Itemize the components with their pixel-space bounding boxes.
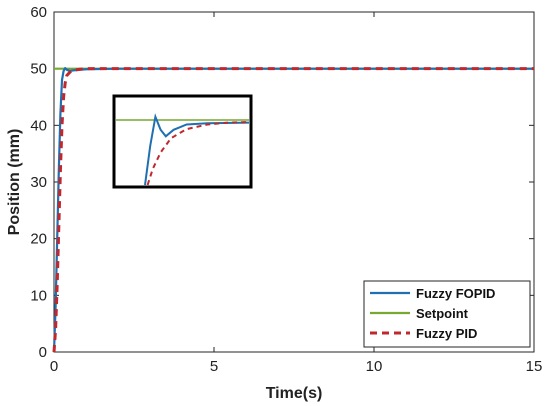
- x-tick-label: 15: [526, 358, 543, 375]
- y-tick-label: 50: [30, 61, 47, 78]
- x-tick-label: 10: [366, 358, 383, 375]
- inset-fopid-line: [144, 113, 250, 186]
- x-tick-label: 5: [210, 358, 218, 375]
- inset-frame: [112, 94, 253, 189]
- legend: Fuzzy FOPID Setpoint Fuzzy PID: [363, 280, 531, 348]
- x-tick-label: 0: [50, 358, 58, 375]
- y-tick-label: 0: [39, 344, 47, 361]
- legend-label: Fuzzy FOPID: [416, 286, 495, 301]
- y-tick-label: 30: [30, 174, 47, 191]
- y-tick-label: 60: [30, 4, 47, 21]
- legend-label: Setpoint: [416, 306, 469, 321]
- series-layer: [52, 66, 534, 353]
- legend-label: Fuzzy PID: [416, 326, 477, 341]
- y-tick-label: 10: [30, 287, 47, 304]
- y-axis-label: Position (mm): [6, 129, 23, 236]
- y-tick-label: 40: [30, 117, 47, 134]
- inset-pid-line: [146, 121, 250, 186]
- inset: [112, 94, 253, 189]
- series-line-fuzzy-pid: [52, 67, 534, 353]
- y-tick-label: 20: [30, 231, 47, 248]
- inset-lines: [116, 113, 250, 186]
- x-axis-label: Time(s): [266, 385, 323, 402]
